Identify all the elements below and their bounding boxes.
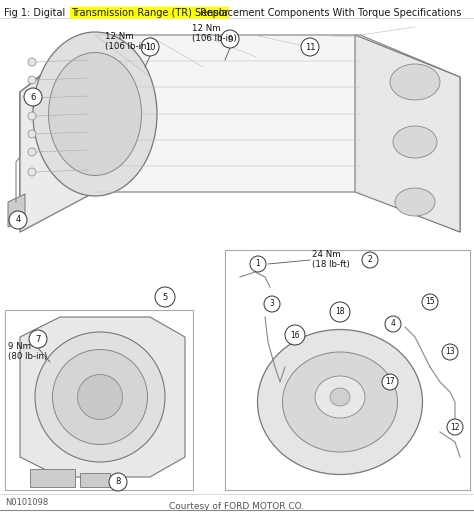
Text: 6: 6 bbox=[30, 93, 36, 101]
Text: N0101098: N0101098 bbox=[5, 498, 48, 507]
Text: 18: 18 bbox=[335, 308, 345, 316]
Circle shape bbox=[385, 316, 401, 332]
Ellipse shape bbox=[315, 376, 365, 418]
Circle shape bbox=[141, 38, 159, 56]
Ellipse shape bbox=[78, 374, 122, 419]
Text: Replacement Components With Torque Specifications: Replacement Components With Torque Speci… bbox=[197, 8, 461, 18]
Circle shape bbox=[330, 302, 350, 322]
Text: 7: 7 bbox=[35, 334, 41, 344]
Text: 12: 12 bbox=[450, 422, 460, 432]
Text: 24 Nm
(18 lb-ft): 24 Nm (18 lb-ft) bbox=[312, 250, 350, 269]
Text: 3: 3 bbox=[270, 300, 274, 309]
Ellipse shape bbox=[283, 352, 398, 452]
Circle shape bbox=[29, 330, 47, 348]
Ellipse shape bbox=[33, 32, 157, 196]
Ellipse shape bbox=[257, 330, 422, 475]
Ellipse shape bbox=[53, 350, 147, 444]
Circle shape bbox=[9, 211, 27, 229]
Text: 9: 9 bbox=[228, 34, 233, 44]
Text: 1: 1 bbox=[255, 260, 260, 268]
Text: 9 Nm
(80 lb-in): 9 Nm (80 lb-in) bbox=[8, 342, 47, 361]
Ellipse shape bbox=[390, 64, 440, 100]
Polygon shape bbox=[8, 194, 25, 227]
Circle shape bbox=[155, 287, 175, 307]
Circle shape bbox=[28, 94, 36, 102]
Circle shape bbox=[28, 148, 36, 156]
Circle shape bbox=[422, 294, 438, 310]
Ellipse shape bbox=[48, 53, 142, 176]
Text: 4: 4 bbox=[15, 216, 21, 224]
Circle shape bbox=[442, 344, 458, 360]
Polygon shape bbox=[355, 35, 460, 232]
Polygon shape bbox=[20, 35, 95, 232]
Text: 15: 15 bbox=[425, 297, 435, 307]
Text: Courtesy of FORD MOTOR CO.: Courtesy of FORD MOTOR CO. bbox=[169, 502, 305, 511]
Bar bbox=[5, 310, 193, 490]
Text: 16: 16 bbox=[290, 331, 300, 339]
Circle shape bbox=[109, 473, 127, 491]
Circle shape bbox=[28, 130, 36, 138]
Text: 4: 4 bbox=[391, 319, 395, 329]
Circle shape bbox=[447, 419, 463, 435]
Circle shape bbox=[28, 58, 36, 66]
Ellipse shape bbox=[395, 188, 435, 216]
Text: 11: 11 bbox=[305, 42, 315, 52]
Text: Transmission Range (TR) Sensor: Transmission Range (TR) Sensor bbox=[71, 8, 228, 18]
Text: 17: 17 bbox=[385, 377, 395, 387]
Bar bbox=[30, 469, 75, 487]
Circle shape bbox=[264, 296, 280, 312]
Circle shape bbox=[301, 38, 319, 56]
Ellipse shape bbox=[35, 332, 165, 462]
Text: 13: 13 bbox=[445, 348, 455, 356]
Circle shape bbox=[250, 256, 266, 272]
Text: 12 Nm
(106 lb-in): 12 Nm (106 lb-in) bbox=[105, 32, 150, 51]
Text: 12 Nm
(106 lb-in): 12 Nm (106 lb-in) bbox=[192, 24, 237, 44]
Bar bbox=[80, 473, 110, 487]
Circle shape bbox=[28, 112, 36, 120]
Polygon shape bbox=[20, 317, 185, 477]
Text: Fig 1: Digital: Fig 1: Digital bbox=[4, 8, 68, 18]
Text: 8: 8 bbox=[115, 478, 121, 486]
Circle shape bbox=[24, 88, 42, 106]
Text: 10: 10 bbox=[145, 42, 155, 52]
Ellipse shape bbox=[393, 126, 437, 158]
Circle shape bbox=[382, 374, 398, 390]
Circle shape bbox=[28, 76, 36, 84]
Polygon shape bbox=[20, 47, 75, 212]
Circle shape bbox=[362, 252, 378, 268]
Circle shape bbox=[28, 168, 36, 176]
Bar bbox=[225, 250, 470, 490]
Circle shape bbox=[221, 30, 239, 48]
Text: 5: 5 bbox=[163, 292, 168, 302]
Text: 2: 2 bbox=[368, 255, 373, 265]
Ellipse shape bbox=[330, 388, 350, 406]
Circle shape bbox=[285, 325, 305, 345]
Polygon shape bbox=[20, 35, 460, 232]
